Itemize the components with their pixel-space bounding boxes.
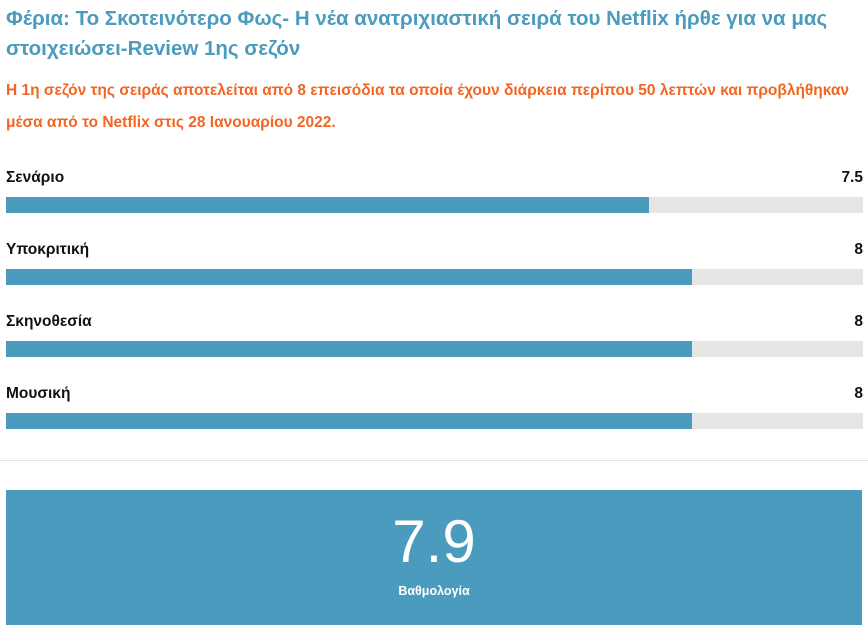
criterion-label: Σενάριο — [6, 168, 65, 186]
criterion-music: Μουσική 8 — [6, 381, 863, 453]
review-title: Φέρια: Το Σκοτεινότερο Φως- Η νέα ανατρι… — [6, 7, 828, 60]
criterion-label: Σκηνοθεσία — [6, 312, 92, 330]
criterion-bar-track — [6, 413, 863, 429]
criterion-acting: Υποκριτική 8 — [6, 237, 863, 309]
criterion-bar-fill — [6, 341, 692, 357]
criterion-direction: Σκηνοθεσία 8 — [6, 309, 863, 381]
rating-criteria: Σενάριο 7.5 Υποκριτική 8 Σκηνοθεσία 8 Μο… — [6, 165, 863, 453]
criterion-bar-fill — [6, 413, 692, 429]
criterion-bar-track — [6, 269, 863, 285]
criterion-scenario: Σενάριο 7.5 — [6, 165, 863, 237]
total-score-box: 7.9 Βαθμολογία — [6, 490, 862, 625]
criterion-bar-track — [6, 341, 863, 357]
criterion-bar-fill — [6, 197, 649, 213]
section-divider — [0, 460, 868, 461]
criterion-score: 8 — [854, 384, 863, 402]
criterion-score: 8 — [854, 312, 863, 330]
total-score-label: Βαθμολογία — [398, 584, 470, 598]
criterion-label: Υποκριτική — [6, 240, 90, 258]
criterion-label: Μουσική — [6, 384, 71, 402]
criterion-bar-track — [6, 197, 863, 213]
criterion-score: 8 — [854, 240, 863, 258]
criterion-score: 7.5 — [841, 168, 863, 186]
review-summary: Η 1η σεζόν της σειράς αποτελείται από 8 … — [6, 82, 850, 131]
total-score: 7.9 — [392, 508, 476, 575]
criterion-bar-fill — [6, 269, 692, 285]
